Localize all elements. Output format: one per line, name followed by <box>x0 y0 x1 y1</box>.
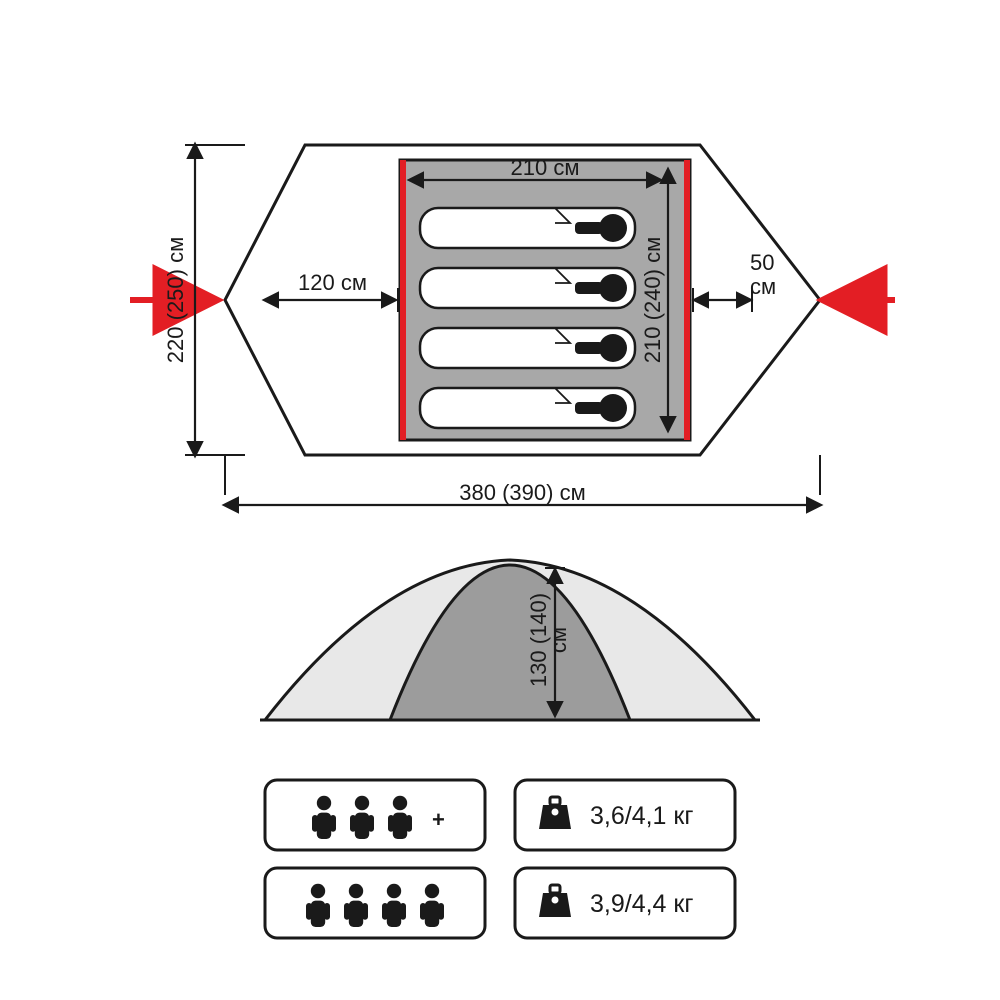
person-body-icon <box>575 282 603 294</box>
outer-width-label: 380 (390) см <box>459 480 585 505</box>
weight-text: 3,6/4,1 кг <box>590 802 693 830</box>
plus-icon: + <box>432 807 445 832</box>
person-body-icon <box>575 342 603 354</box>
weight-text: 3,9/4,4 кг <box>590 890 693 918</box>
vestibule-label: 120 см <box>298 270 367 295</box>
side-view: 130 (140)см <box>260 560 760 720</box>
spec-persons-box <box>265 868 485 938</box>
spec-weight-box: 3,9/4,4 кг <box>515 868 735 938</box>
right-vestibule-label-bottom: см <box>750 274 776 299</box>
svg-text:см: см <box>546 627 571 653</box>
person-body-icon <box>575 222 603 234</box>
right-vestibule-label-top: 50 <box>750 250 774 275</box>
person-head-icon <box>599 274 627 302</box>
plan-view: 210 см 210 (240) см 120 см 50см 220 (250) см… <box>130 145 895 505</box>
inner-width-label: 210 см <box>511 155 580 180</box>
person-body-icon <box>575 402 603 414</box>
person-head-icon <box>599 214 627 242</box>
outer-height-label: 220 (250) см <box>163 237 188 363</box>
persons-icon <box>312 796 412 839</box>
spec-panel: +3,6/4,1 кг 3,9/4,4 кг <box>265 780 735 938</box>
inner-height-label: 210 (240) см <box>640 237 665 363</box>
person-head-icon <box>599 394 627 422</box>
person-head-icon <box>599 334 627 362</box>
spec-persons-box: + <box>265 780 485 850</box>
spec-weight-box: 3,6/4,1 кг <box>515 780 735 850</box>
